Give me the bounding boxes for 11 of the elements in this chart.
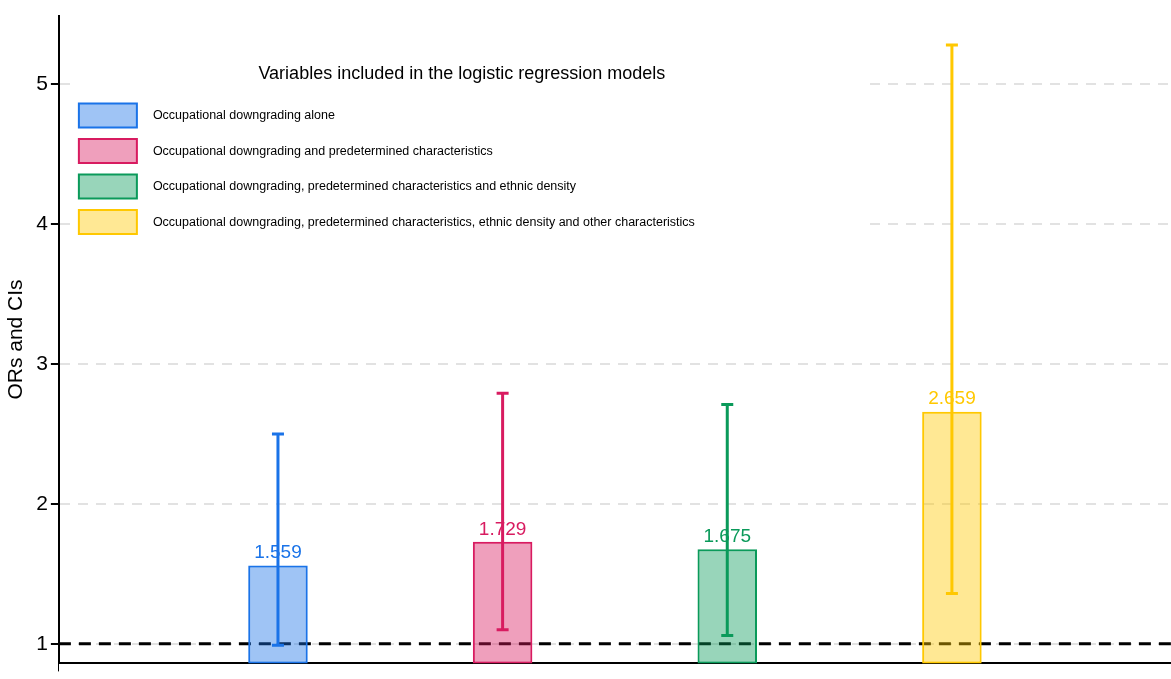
y-tick-label: 1 [36,630,48,654]
legend-label: Occupational downgrading, predetermined characteristics, ethnic density and other characteristics [152,214,695,229]
y-tick-label: 2 [36,490,48,514]
legend-label: Occupational downgrading alone [152,108,335,123]
legend-title: Variables included in the logistic regression models [258,62,666,83]
y-tick-label: 4 [36,210,49,234]
y-axis-title: ORs and CIs [3,279,27,400]
legend-label: Occupational downgrading and predetermined characteristics [152,143,493,158]
legend-label: Occupational downgrading, predetermined characteristics and ethnic density [152,179,577,194]
y-tick-label: 3 [36,350,48,374]
y-tick-label: 5 [36,70,48,94]
